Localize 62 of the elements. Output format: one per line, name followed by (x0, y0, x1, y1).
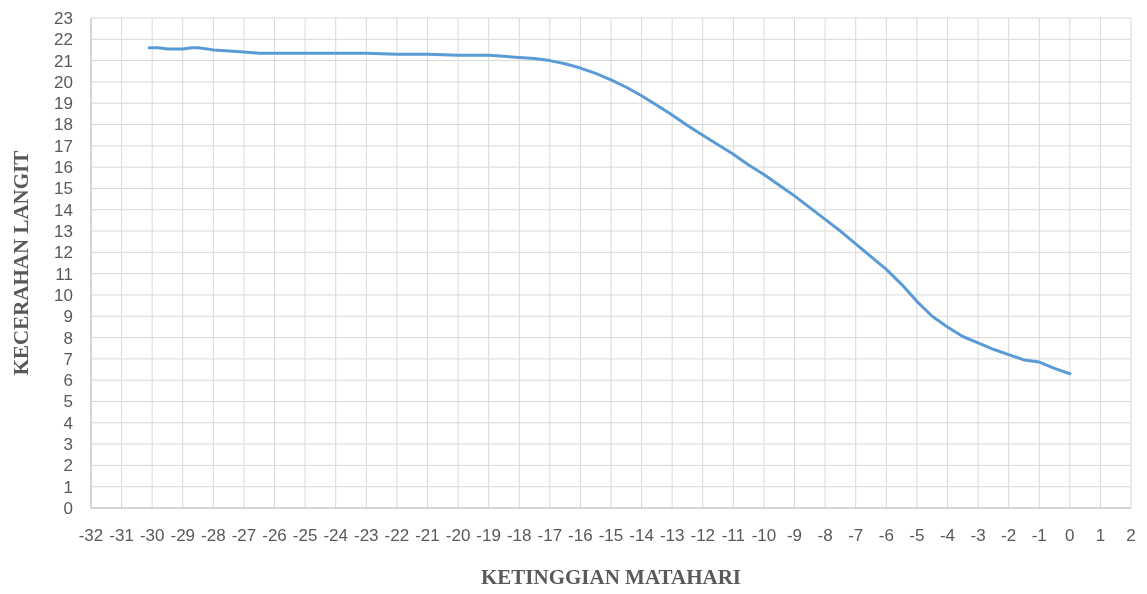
x-tick-label: -28 (201, 526, 226, 545)
x-tick-label: -12 (690, 526, 716, 545)
x-tick-label: -20 (445, 526, 471, 545)
y-tick-label: 13 (54, 221, 73, 241)
x-tick-label: -1 (1031, 526, 1047, 545)
x-tick-label: -14 (629, 526, 654, 545)
x-tick-label: -32 (78, 526, 104, 545)
x-tick-label: -29 (170, 526, 196, 545)
x-tick-label: -23 (354, 526, 379, 545)
x-tick-label: -22 (384, 526, 410, 545)
x-tick-label: -6 (878, 526, 894, 545)
x-tick-label: -26 (262, 526, 287, 545)
y-tick-label: 10 (54, 285, 73, 305)
x-tick-label: -13 (659, 526, 685, 545)
x-tick-label: -11 (721, 526, 746, 545)
y-tick-label: 9 (63, 307, 73, 327)
x-tick-label: -24 (323, 526, 348, 545)
x-tick-label: -27 (231, 526, 257, 545)
x-tick-label: -25 (292, 526, 318, 545)
x-tick-label: -2 (1001, 526, 1017, 545)
x-tick-label: 1 (1095, 526, 1106, 545)
x-tick-label: -8 (817, 526, 833, 545)
y-tick-label: 2 (63, 456, 73, 476)
y-tick-label: 1 (63, 477, 73, 497)
y-tick-label: 6 (63, 371, 73, 391)
y-tick-label: 12 (54, 243, 73, 263)
x-tick-label: -18 (506, 526, 532, 545)
y-tick-label: 22 (54, 30, 73, 50)
x-tick-label: -17 (537, 526, 563, 545)
y-tick-label: 8 (63, 328, 73, 348)
y-axis-title: KECERAHAN LANGIT (9, 150, 33, 376)
y-tick-label: 3 (63, 435, 73, 455)
x-tick-label: -15 (598, 526, 624, 545)
x-tick-label: -10 (751, 526, 777, 545)
x-tick-label: -21 (415, 526, 440, 545)
y-tick-label: 23 (54, 8, 73, 28)
y-tick-label: 19 (54, 94, 73, 114)
x-tick-label: -30 (139, 526, 165, 545)
x-tick-label: -19 (476, 526, 501, 545)
y-tick-label: 16 (54, 158, 73, 178)
x-axis-title: KETINGGIAN MATAHARI (481, 565, 741, 589)
y-tick-label: 20 (54, 72, 73, 92)
y-tick-label: 14 (54, 200, 73, 220)
x-tick-label: -3 (970, 526, 986, 545)
y-tick-label: 15 (54, 179, 73, 199)
x-tick-label: -5 (909, 526, 925, 545)
x-tick-label: -16 (568, 526, 593, 545)
x-tick-label: 0 (1065, 526, 1075, 545)
y-tick-label: 4 (63, 413, 73, 433)
y-tick-label: 17 (54, 136, 73, 156)
x-tick-label: 2 (1126, 526, 1136, 545)
y-tick-label: 21 (54, 51, 73, 71)
y-tick-label: 5 (63, 392, 73, 412)
y-tick-label: 0 (63, 498, 73, 518)
x-tick-label: -4 (939, 526, 956, 545)
y-tick-label: 18 (54, 115, 73, 135)
x-tick-label: -7 (848, 526, 864, 545)
y-tick-label: 7 (63, 349, 73, 369)
x-tick-label: -9 (786, 526, 803, 545)
x-tick-label: -31 (109, 526, 134, 545)
line-series (147, 46, 1072, 376)
y-tick-label: 11 (55, 264, 73, 284)
